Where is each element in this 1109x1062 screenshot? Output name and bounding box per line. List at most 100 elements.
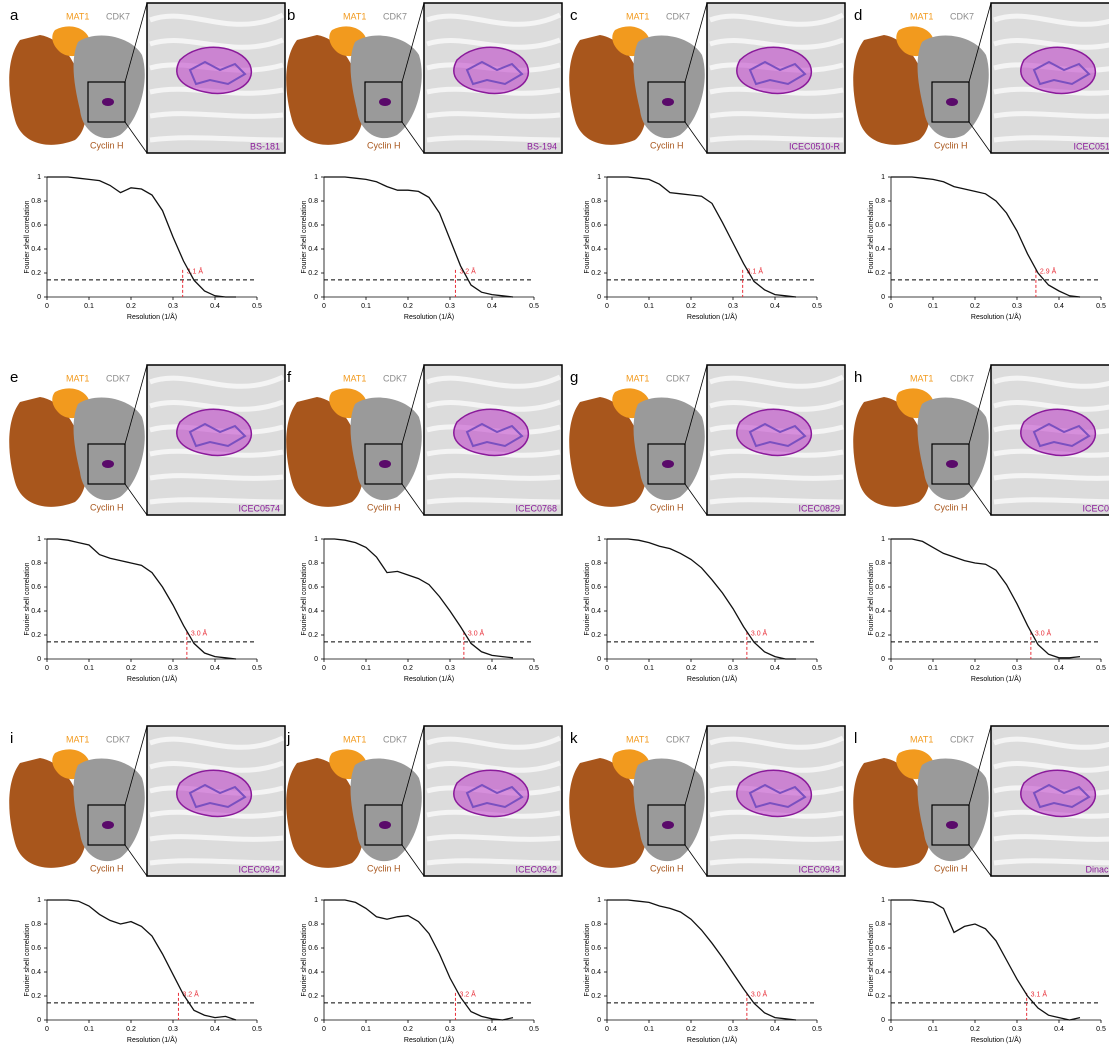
structure-label: CDK7 — [383, 373, 407, 383]
structure-label: Cyclin H — [90, 140, 124, 150]
inset-ribbon — [993, 135, 1109, 143]
inset-ribbon — [709, 834, 844, 842]
x-tick-label: 0.2 — [970, 1026, 980, 1033]
x-axis-label: Resolution (1/Å) — [687, 312, 737, 321]
inset-ribbon — [426, 473, 561, 481]
x-tick-label: 0 — [45, 303, 49, 310]
ligand-density — [662, 821, 674, 829]
inset-ribbon — [149, 135, 284, 143]
x-axis-label: Resolution (1/Å) — [687, 1035, 737, 1044]
fsc-curve — [47, 899, 237, 1021]
y-tick-label: 0.4 — [591, 246, 601, 253]
cyclin-h-density — [286, 35, 364, 145]
resolution-label: 3.2 Å — [182, 990, 199, 999]
x-axis-label: Resolution (1/Å) — [971, 312, 1021, 321]
zoom-box — [364, 81, 403, 123]
y-tick-label: 0.2 — [308, 270, 318, 277]
y-axis-label: Fourier shell correlation — [24, 562, 31, 635]
x-axis-label: Resolution (1/Å) — [404, 312, 454, 321]
x-tick-label: 0.1 — [361, 665, 371, 672]
x-tick-label: 0.4 — [1054, 303, 1064, 310]
inset-ribbon — [993, 38, 1109, 50]
x-tick-label: 0.4 — [487, 665, 497, 672]
structure-label: Cyclin H — [934, 863, 968, 873]
zoom-connector — [124, 725, 148, 806]
y-tick-label: 0.4 — [591, 608, 601, 615]
x-tick-label: 0 — [322, 1026, 326, 1033]
y-tick-label: 0.2 — [31, 632, 41, 639]
x-tick-label: 0.3 — [168, 665, 178, 672]
ligand-label: ICEC0943 — [798, 864, 840, 874]
inset-ribbon — [993, 375, 1109, 389]
zoom-box — [647, 804, 686, 846]
inset-ribbon — [426, 497, 561, 505]
y-tick-label: 0 — [314, 656, 318, 663]
x-tick-label: 0.3 — [1012, 303, 1022, 310]
x-tick-label: 0 — [322, 303, 326, 310]
zoom-connector — [401, 2, 425, 83]
x-tick-label: 0.2 — [403, 303, 413, 310]
zoom-connector — [124, 2, 148, 83]
cdk7-density — [917, 397, 989, 501]
y-tick-label: 0 — [37, 1017, 41, 1024]
x-tick-label: 0 — [45, 1026, 49, 1033]
x-axis-label: Resolution (1/Å) — [127, 312, 177, 321]
y-tick-label: 1 — [881, 536, 885, 543]
x-tick-label: 0.5 — [1096, 1026, 1106, 1033]
structure-label: CDK7 — [666, 11, 690, 21]
x-tick-label: 0.3 — [728, 303, 738, 310]
inset-ligand — [1032, 422, 1091, 448]
structure-label: Cyclin H — [367, 502, 401, 512]
x-tick-label: 0 — [605, 303, 609, 310]
y-tick-label: 0.6 — [591, 222, 601, 229]
cyclin-h-density — [286, 397, 364, 507]
y-tick-label: 0 — [314, 1017, 318, 1024]
y-tick-label: 0.2 — [31, 270, 41, 277]
x-tick-label: 0.2 — [126, 1026, 136, 1033]
x-tick-label: 0.1 — [644, 1026, 654, 1033]
zoom-box — [931, 804, 970, 846]
zoom-connector — [684, 725, 708, 806]
cdk7-density — [917, 35, 989, 139]
x-tick-label: 0.4 — [210, 665, 220, 672]
inset-ribbon — [993, 473, 1109, 481]
x-tick-label: 0.2 — [686, 665, 696, 672]
structure-label: Cyclin H — [650, 502, 684, 512]
y-tick-label: 0.8 — [591, 921, 601, 928]
y-axis-label: Fourier shell correlation — [868, 923, 875, 996]
resolution-label: 3.1 Å — [747, 267, 764, 276]
inset-ribbon — [149, 497, 284, 505]
x-tick-label: 0 — [889, 303, 893, 310]
structure-label: Cyclin H — [934, 502, 968, 512]
y-tick-label: 0.8 — [31, 921, 41, 928]
y-axis-label: Fourier shell correlation — [584, 562, 591, 635]
y-tick-label: 1 — [597, 897, 601, 904]
y-tick-label: 0.4 — [875, 969, 885, 976]
resolution-label: 3.0 Å — [751, 990, 768, 999]
cdk7-density — [73, 758, 145, 862]
cdk7-density — [633, 35, 705, 139]
y-axis-label: Fourier shell correlation — [301, 562, 308, 635]
inset-ribbon — [993, 858, 1109, 866]
y-tick-label: 0.6 — [875, 945, 885, 952]
fsc-curve — [324, 176, 514, 298]
inset-ligand — [465, 60, 524, 86]
ligand-density — [102, 821, 114, 829]
y-tick-label: 0.8 — [875, 921, 885, 928]
zoom-connector — [124, 844, 148, 877]
x-tick-label: 0.5 — [812, 665, 822, 672]
zoom-connector — [968, 725, 992, 806]
y-axis-label: Fourier shell correlation — [24, 923, 31, 996]
cyclin-h-density — [569, 397, 647, 507]
structure-label: MAT1 — [910, 734, 933, 744]
y-axis-label: Fourier shell correlation — [301, 923, 308, 996]
y-tick-label: 0.4 — [308, 608, 318, 615]
structure-label: CDK7 — [383, 11, 407, 21]
x-tick-label: 0 — [322, 665, 326, 672]
panel-letter: h — [854, 369, 862, 386]
x-tick-label: 0.4 — [210, 1026, 220, 1033]
zoom-box — [364, 804, 403, 846]
y-axis-label: Fourier shell correlation — [301, 200, 308, 273]
y-tick-label: 0.4 — [875, 246, 885, 253]
